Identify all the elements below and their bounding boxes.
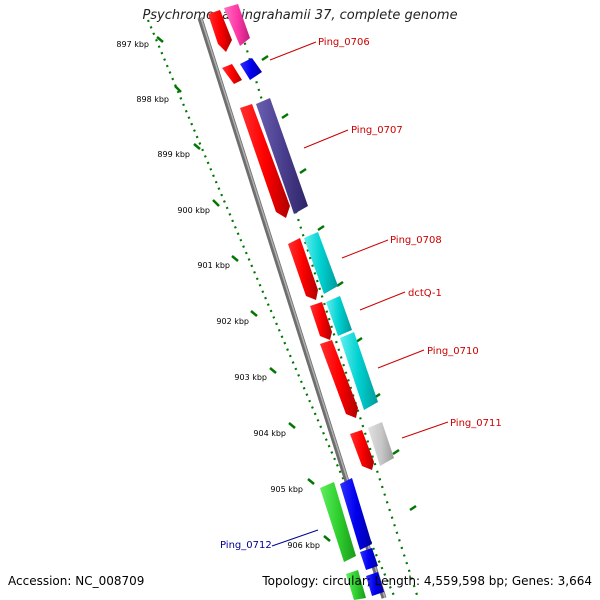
ruler-tick [288, 422, 296, 429]
ruler-labels: 897 kbp 898 kbp 899 kbp 900 kbp 901 kbp … [116, 40, 320, 550]
track-tick [336, 280, 344, 288]
leader-line [341, 239, 389, 259]
leader-line [303, 129, 349, 149]
ruler-label: 901 kbp [197, 261, 230, 270]
genes [208, 4, 394, 600]
gene-arrow[interactable] [360, 548, 378, 570]
gene-arrow[interactable] [240, 58, 262, 80]
ruler-label: 905 kbp [270, 485, 303, 494]
gene-arrow[interactable] [256, 98, 308, 214]
gene-label[interactable]: Ping_0712 [220, 540, 272, 551]
track-tick [409, 504, 417, 512]
label-leaders [269, 41, 449, 547]
gene-arrow[interactable] [340, 332, 378, 410]
gene-arrow[interactable] [320, 340, 358, 418]
gene-arrow[interactable] [304, 232, 338, 294]
gene-arrow[interactable] [222, 64, 242, 84]
ruler-dotted-line [146, 19, 397, 599]
feature-track-outline [236, 19, 420, 599]
leader-line [377, 349, 425, 369]
ruler-tick [174, 85, 182, 93]
leader-line [401, 421, 449, 439]
ruler-tick [212, 199, 220, 207]
ruler-label: 902 kbp [216, 317, 249, 326]
track-tick [392, 448, 400, 456]
gene-arrow[interactable] [240, 104, 290, 218]
gene-label[interactable]: Ping_0706 [318, 37, 370, 48]
gene-label[interactable]: Ping_0707 [351, 125, 403, 136]
gene-arrow[interactable] [346, 570, 366, 600]
ruler-label: 900 kbp [177, 206, 210, 215]
gene-label[interactable]: Ping_0710 [427, 346, 479, 357]
ruler-ticks [156, 36, 331, 542]
leader-line [359, 291, 406, 311]
gene-arrow[interactable] [368, 422, 394, 466]
track-tick [299, 167, 307, 175]
gene-arrow[interactable] [224, 4, 250, 46]
gene-label[interactable]: Ping_0711 [450, 418, 502, 429]
gene-arrow[interactable] [310, 302, 332, 340]
track-tick [317, 224, 325, 232]
track-tick [261, 54, 269, 62]
ruler-tick [323, 535, 331, 542]
gene-arrow[interactable] [288, 238, 318, 300]
accession-text: Accession: NC_008709 [8, 574, 145, 588]
ruler-label: 899 kbp [157, 150, 190, 159]
ruler-tick [269, 367, 277, 374]
gene-arrow[interactable] [340, 478, 372, 550]
gene-arrow[interactable] [320, 482, 356, 562]
ruler-tick [307, 478, 315, 485]
track-tick [281, 112, 289, 120]
ruler-tick [193, 143, 201, 150]
leader-line [269, 41, 317, 61]
gene-arrow[interactable] [350, 430, 374, 470]
ruler-label: 898 kbp [136, 95, 169, 104]
gene-arrow[interactable] [208, 10, 232, 52]
ruler: 897 kbp 898 kbp 899 kbp 900 kbp 901 kbp … [116, 19, 397, 599]
gene-label[interactable]: dctQ-1 [408, 288, 442, 299]
ruler-label: 897 kbp [116, 40, 149, 49]
ruler-label: 903 kbp [234, 373, 267, 382]
genome-summary-text: Topology: circular; Length: 4,559,598 bp… [262, 574, 592, 588]
gene-arrow[interactable] [366, 572, 384, 596]
leader-line [271, 529, 319, 547]
gene-label[interactable]: Ping_0708 [390, 235, 442, 246]
ruler-tick [231, 255, 239, 262]
ruler-label: 904 kbp [253, 429, 286, 438]
gene-labels: Ping_0706 Ping_0707 Ping_0708 dctQ-1 Pin… [220, 37, 502, 551]
ruler-tick [156, 36, 164, 43]
ruler-tick [250, 310, 258, 317]
ruler-label: 906 kbp [287, 541, 320, 550]
gene-arrow[interactable] [326, 296, 352, 336]
